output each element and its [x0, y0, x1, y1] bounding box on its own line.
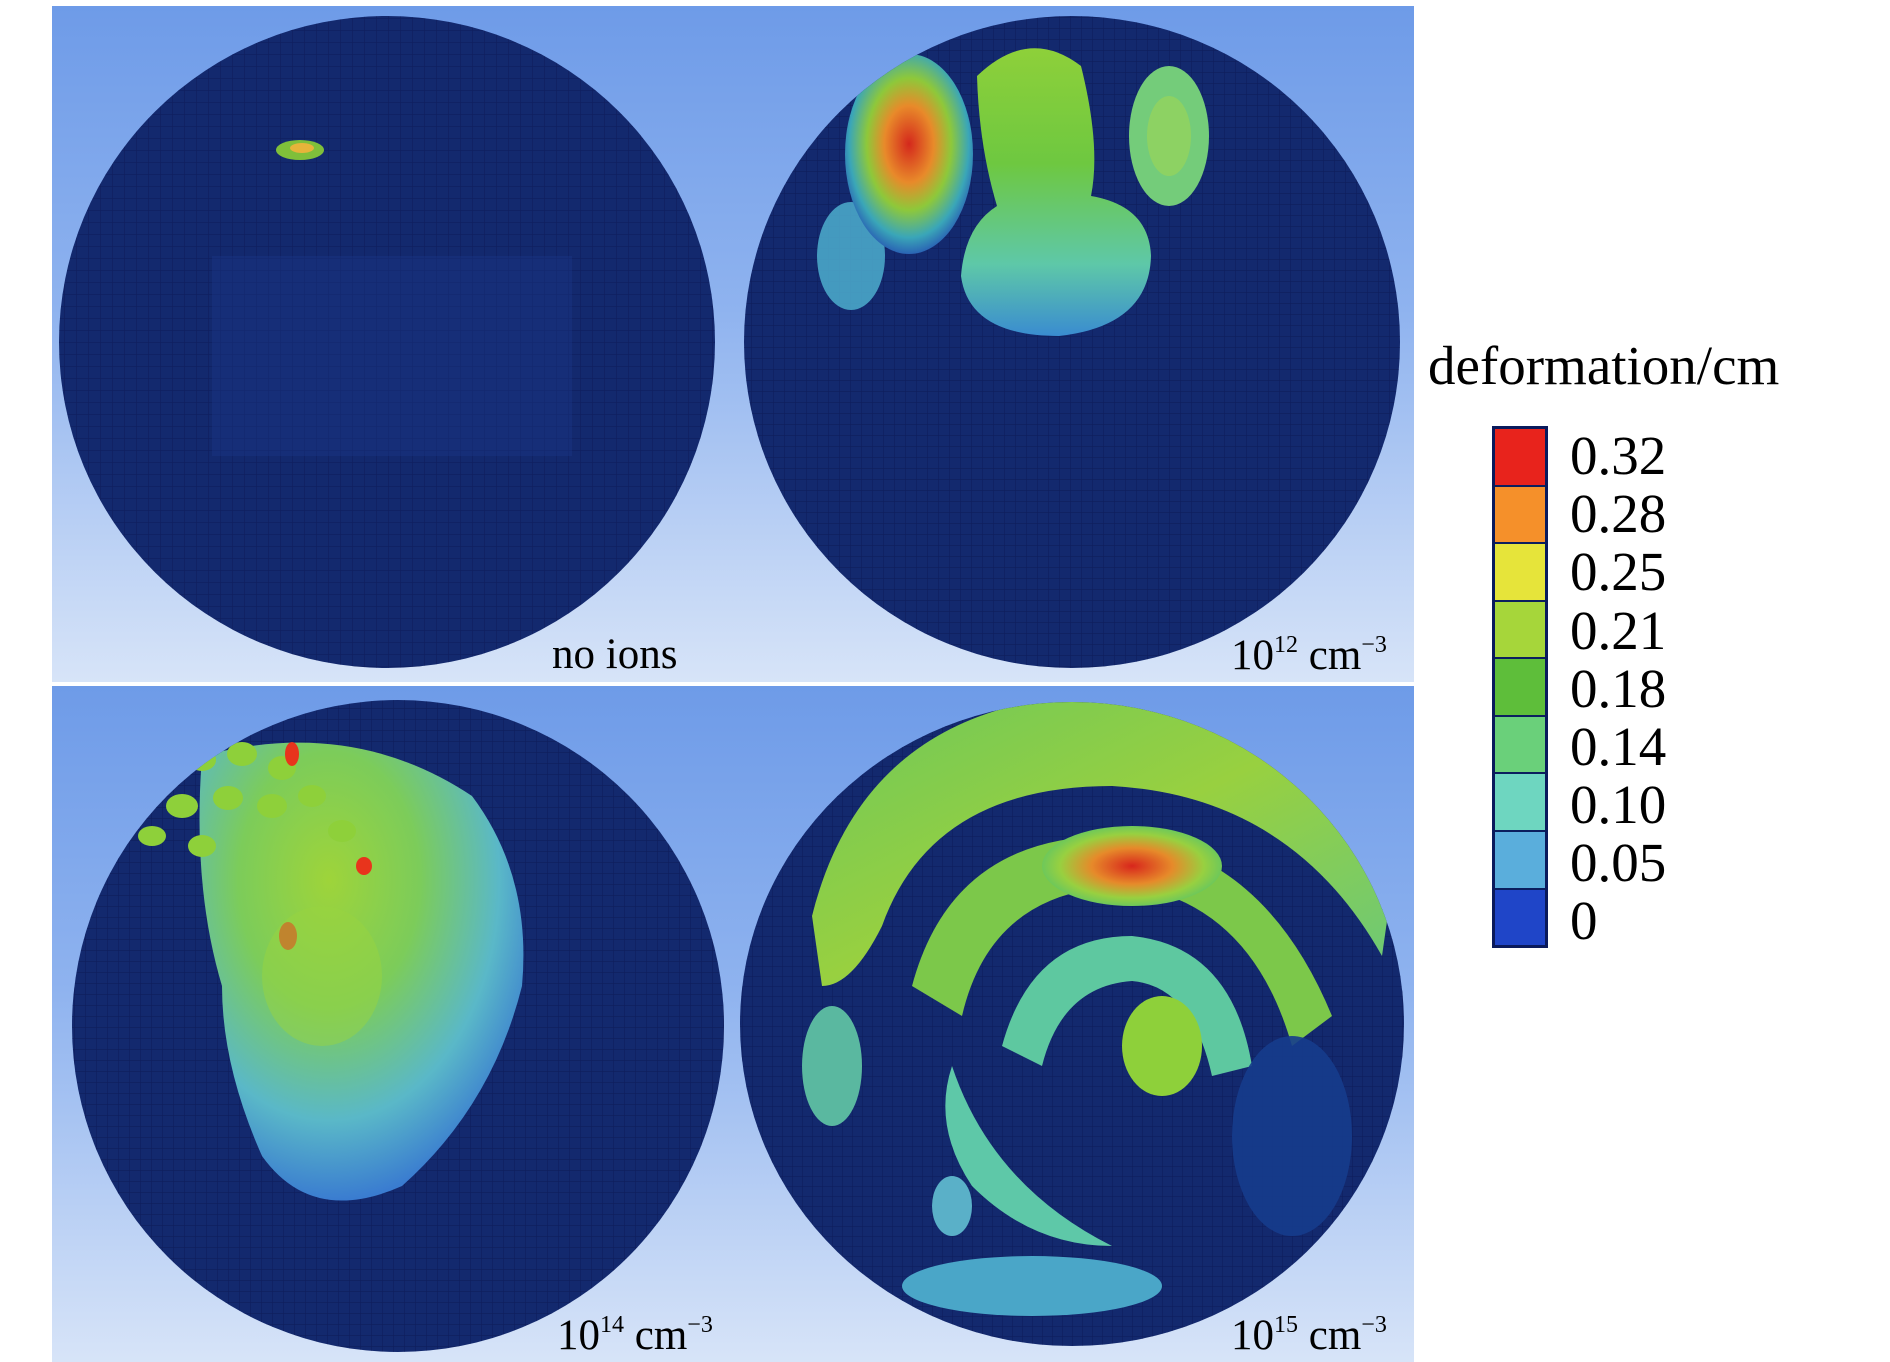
legend-title: deformation/cm [1428, 335, 1780, 396]
sphere-no-ions-image [59, 16, 715, 668]
colorbar-segment [1495, 544, 1545, 602]
colorbar-tick: 0.14 [1570, 716, 1667, 777]
sphere-1e12-image [744, 16, 1400, 668]
colorbar [1492, 426, 1548, 948]
panel-1e12: 1012 cm−3 [729, 6, 1414, 682]
colorbar-segment [1495, 601, 1545, 660]
colorbar-segment [1495, 774, 1545, 832]
colorbar-tick: 0.10 [1570, 774, 1667, 835]
colorbar-segment [1495, 486, 1545, 545]
panel-label-1e12: 1012 cm−3 [1231, 632, 1387, 679]
colorbar-segment [1495, 716, 1545, 775]
panel-label-no-ions: no ions [552, 631, 678, 678]
panel-label-1e14: 1014 cm−3 [557, 1312, 713, 1359]
colorbar-ticks: 0.32 0.28 0.25 0.21 0.18 0.14 0.10 0.05 … [1570, 420, 1770, 960]
colorbar-segment [1495, 659, 1545, 717]
colorbar-segment [1495, 429, 1545, 487]
panel-1e14: 1014 cm−3 [52, 686, 732, 1362]
colorbar-tick: 0.28 [1570, 483, 1667, 544]
sphere-1e14-image [72, 700, 724, 1352]
colorbar-tick: 0 [1570, 890, 1598, 951]
colorbar-tick: 0.25 [1570, 541, 1667, 602]
colorbar-tick: 0.21 [1570, 600, 1667, 661]
colorbar-tick: 0.32 [1570, 425, 1667, 486]
colorbar-tick: 0.05 [1570, 832, 1667, 893]
colorbar-segment [1495, 889, 1545, 946]
sphere-1e15-image [740, 702, 1404, 1346]
panel-no-ions: no ions [52, 6, 729, 682]
panel-label-1e15: 1015 cm−3 [1231, 1312, 1387, 1359]
panel-1e15: 1015 cm−3 [732, 686, 1414, 1362]
colorbar-tick: 0.18 [1570, 658, 1667, 719]
colorbar-segment [1495, 831, 1545, 890]
